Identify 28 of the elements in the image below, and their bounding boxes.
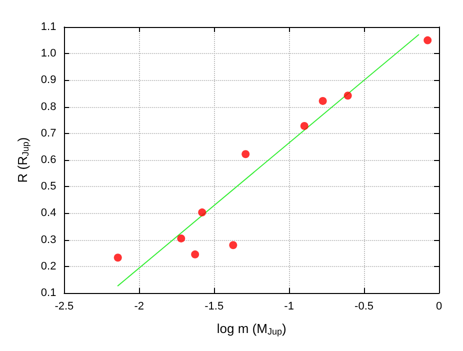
y-tick-label: 1.1 [40, 21, 56, 33]
y-tick-label: 0.8 [40, 100, 56, 113]
y-axis-title: R (RJup) [15, 137, 30, 183]
x-tick-label: -1.5 [204, 300, 224, 312]
x-tick-label: -2 [134, 300, 144, 312]
point [229, 241, 238, 250]
y-tick-label: 0.6 [40, 154, 56, 166]
point [191, 250, 200, 258]
point [114, 254, 122, 262]
point [242, 150, 250, 158]
point [318, 96, 327, 105]
point [344, 92, 352, 100]
y-tick-label: 0.5 [40, 180, 56, 193]
y-tick-label: 1.0 [40, 48, 56, 60]
point [198, 208, 206, 216]
y-tick-label: 0.7 [40, 127, 56, 140]
y-tick-label: 0.1 [40, 287, 56, 299]
point [424, 36, 432, 44]
point [300, 122, 308, 130]
point [177, 234, 186, 242]
x-tick-label: 0 [436, 300, 442, 312]
x-tick-label: -0.5 [354, 300, 374, 312]
y-tick-label: 0.9 [40, 74, 56, 86]
y-tick-label: 0.3 [40, 234, 56, 246]
x-tick-label: -2.5 [54, 300, 74, 312]
y-tick-label: 0.4 [40, 207, 56, 220]
x-tick-label: -1 [284, 300, 294, 312]
y-tick-label: 0.2 [40, 260, 56, 272]
